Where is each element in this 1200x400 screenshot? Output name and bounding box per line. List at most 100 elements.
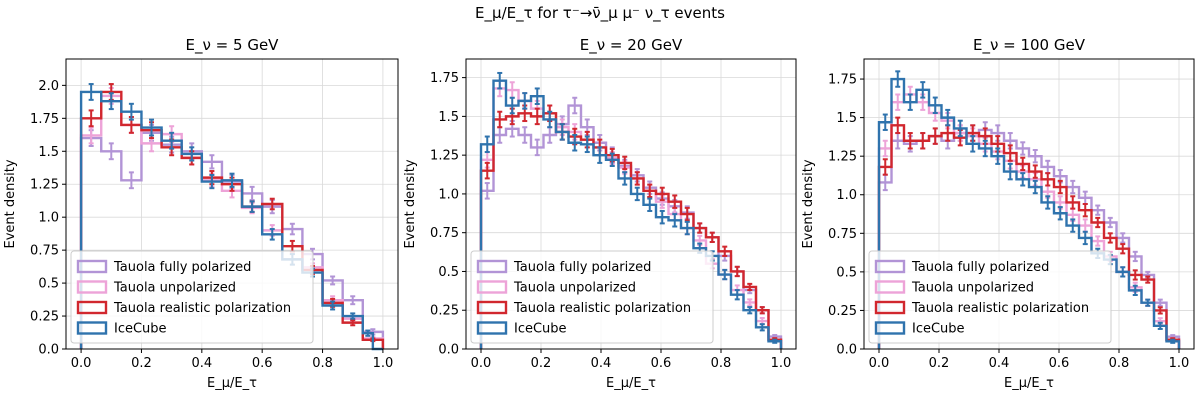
legend-swatch xyxy=(874,321,906,335)
x-axis-label: E_μ/E_τ xyxy=(606,376,656,391)
legend: Tauola fully polarized Tauola unpolarized… xyxy=(70,250,314,344)
x-axis-label: E_μ/E_τ xyxy=(207,376,257,391)
legend-swatch xyxy=(874,259,906,274)
y-tick-label: 0.75 xyxy=(430,226,459,241)
legend-box xyxy=(868,250,1112,344)
x-tick-label: 0.8 xyxy=(1109,356,1130,371)
panel-1: 0.0 0.2 0.4 0.6 0.8 1.0 0.0 0.25 0.5 0.75 1.0 1.25 1… xyxy=(3,36,399,391)
legend-label: Tauola unpolarized xyxy=(911,281,1034,296)
y-ticks: 0.0 0.25 0.5 0.75 1.0 1.25 1.5 1.75 2.0 xyxy=(30,79,66,358)
y-tick-label: 1.25 xyxy=(828,150,857,165)
legend-label: IceCube xyxy=(114,322,167,337)
x-tick-label: 0.6 xyxy=(252,356,273,371)
legend-label: Tauola unpolarized xyxy=(513,281,636,296)
x-tick-label: 0.4 xyxy=(591,356,612,371)
y-axis-label: Event density xyxy=(3,159,18,248)
x-tick-label: 1.0 xyxy=(1169,356,1190,371)
y-axis-label: Event density xyxy=(801,159,816,248)
y-tick-label: 1.0 xyxy=(438,187,459,202)
histogram-step xyxy=(877,77,1181,349)
legend: Tauola fully polarized Tauola unpolarized… xyxy=(470,250,714,344)
y-tick-label: 0.25 xyxy=(828,304,857,319)
histogram-step xyxy=(79,90,383,351)
y-tick-label: 1.25 xyxy=(430,149,459,164)
y-tick-label: 0.0 xyxy=(836,343,857,358)
panel-3: 0.0 0.2 0.4 0.6 0.8 1.0 0.0 0.25 0.5 0.75 1.0 1.25 1… xyxy=(801,36,1195,391)
legend-swatch xyxy=(476,300,508,315)
y-tick-label: 0.25 xyxy=(430,304,459,319)
y-tick-label: 0.0 xyxy=(38,343,59,358)
panel-title: E_ν = 20 GeV xyxy=(580,36,683,55)
x-tick-label: 0.2 xyxy=(929,356,950,371)
x-tick-label: 0.0 xyxy=(869,356,890,371)
histogram-step xyxy=(479,79,783,349)
y-axis-label: Event density xyxy=(403,159,418,248)
legend-box xyxy=(470,250,714,344)
y-tick-label: 1.25 xyxy=(30,178,59,193)
y-ticks: 0.0 0.25 0.5 0.75 1.0 1.25 1.5 1.75 xyxy=(430,71,466,358)
x-tick-label: 0.2 xyxy=(131,356,152,371)
legend-label: Tauola fully polarized xyxy=(911,260,1049,275)
legend-label: IceCube xyxy=(912,322,965,337)
legend-swatch xyxy=(874,280,906,294)
y-tick-label: 0.0 xyxy=(438,343,459,358)
y-tick-label: 0.75 xyxy=(30,244,59,259)
legend-swatch xyxy=(76,259,108,274)
y-tick-label: 1.0 xyxy=(38,211,59,226)
legend-label: IceCube xyxy=(514,322,567,337)
y-tick-label: 1.75 xyxy=(430,71,459,86)
legend-swatch xyxy=(476,259,508,274)
x-tick-label: 0.4 xyxy=(191,356,212,371)
y-tick-label: 1.5 xyxy=(38,145,59,160)
x-axis-label: E_μ/E_τ xyxy=(1004,376,1054,391)
y-tick-label: 1.75 xyxy=(30,112,59,127)
legend-swatch xyxy=(476,280,508,294)
axes-frame xyxy=(65,58,399,350)
x-tick-label: 0.0 xyxy=(71,356,92,371)
y-tick-label: 1.5 xyxy=(836,111,857,126)
legend: Tauola fully polarized Tauola unpolarized… xyxy=(868,250,1112,344)
x-ticks: 0.0 0.2 0.4 0.6 0.8 1.0 xyxy=(869,349,1190,371)
legend-box xyxy=(70,250,314,344)
x-ticks: 0.0 0.2 0.4 0.6 0.8 1.0 xyxy=(471,349,792,371)
x-tick-label: 0.8 xyxy=(312,356,333,371)
x-tick-label: 0.2 xyxy=(531,356,552,371)
x-tick-label: 0.4 xyxy=(989,356,1010,371)
panel-2: 0.0 0.2 0.4 0.6 0.8 1.0 0.0 0.25 0.5 0.75 1.0 1.25 1… xyxy=(403,36,797,391)
legend-swatch xyxy=(76,321,108,335)
y-tick-label: 0.5 xyxy=(836,265,857,280)
legend-swatch xyxy=(76,300,108,315)
x-tick-label: 1.0 xyxy=(373,356,394,371)
x-tick-label: 0.0 xyxy=(471,356,492,371)
y-ticks: 0.0 0.25 0.5 0.75 1.0 1.25 1.5 1.75 xyxy=(828,73,864,358)
figure-suptitle: E_μ/E_τ for τ⁻→ν̄_μ μ⁻ ν_τ events xyxy=(475,4,725,23)
x-ticks: 0.0 0.2 0.4 0.6 0.8 1.0 xyxy=(71,349,394,371)
y-tick-label: 0.25 xyxy=(30,310,59,325)
y-tick-label: 1.75 xyxy=(828,73,857,88)
legend-swatch xyxy=(874,300,906,315)
legend-label: Tauola unpolarized xyxy=(113,281,236,296)
panel-title: E_ν = 100 GeV xyxy=(973,36,1086,55)
x-tick-label: 0.6 xyxy=(1049,356,1070,371)
panel-title: E_ν = 5 GeV xyxy=(186,36,280,55)
legend-label: Tauola realistic polarization xyxy=(113,301,291,316)
y-tick-label: 1.5 xyxy=(438,110,459,125)
y-tick-label: 0.75 xyxy=(828,227,857,242)
y-tick-label: 1.0 xyxy=(836,188,857,203)
legend-label: Tauola realistic polarization xyxy=(911,301,1089,316)
x-tick-label: 0.8 xyxy=(711,356,732,371)
axes-frame xyxy=(465,58,797,350)
series-icecube xyxy=(479,71,783,349)
x-tick-label: 1.0 xyxy=(771,356,792,371)
histogram-step xyxy=(479,112,783,349)
legend-swatch xyxy=(476,321,508,335)
panels: 0.0 0.2 0.4 0.6 0.8 1.0 0.0 0.25 0.5 0.75 1.0 1.25 1… xyxy=(3,36,1195,391)
axes-frame xyxy=(863,58,1195,350)
legend-swatch xyxy=(76,280,108,294)
y-tick-label: 0.5 xyxy=(38,277,59,292)
x-tick-label: 0.6 xyxy=(651,356,672,371)
legend-label: Tauola realistic polarization xyxy=(513,301,691,316)
y-tick-label: 2.0 xyxy=(38,79,59,94)
legend-label: Tauola fully polarized xyxy=(113,260,251,275)
